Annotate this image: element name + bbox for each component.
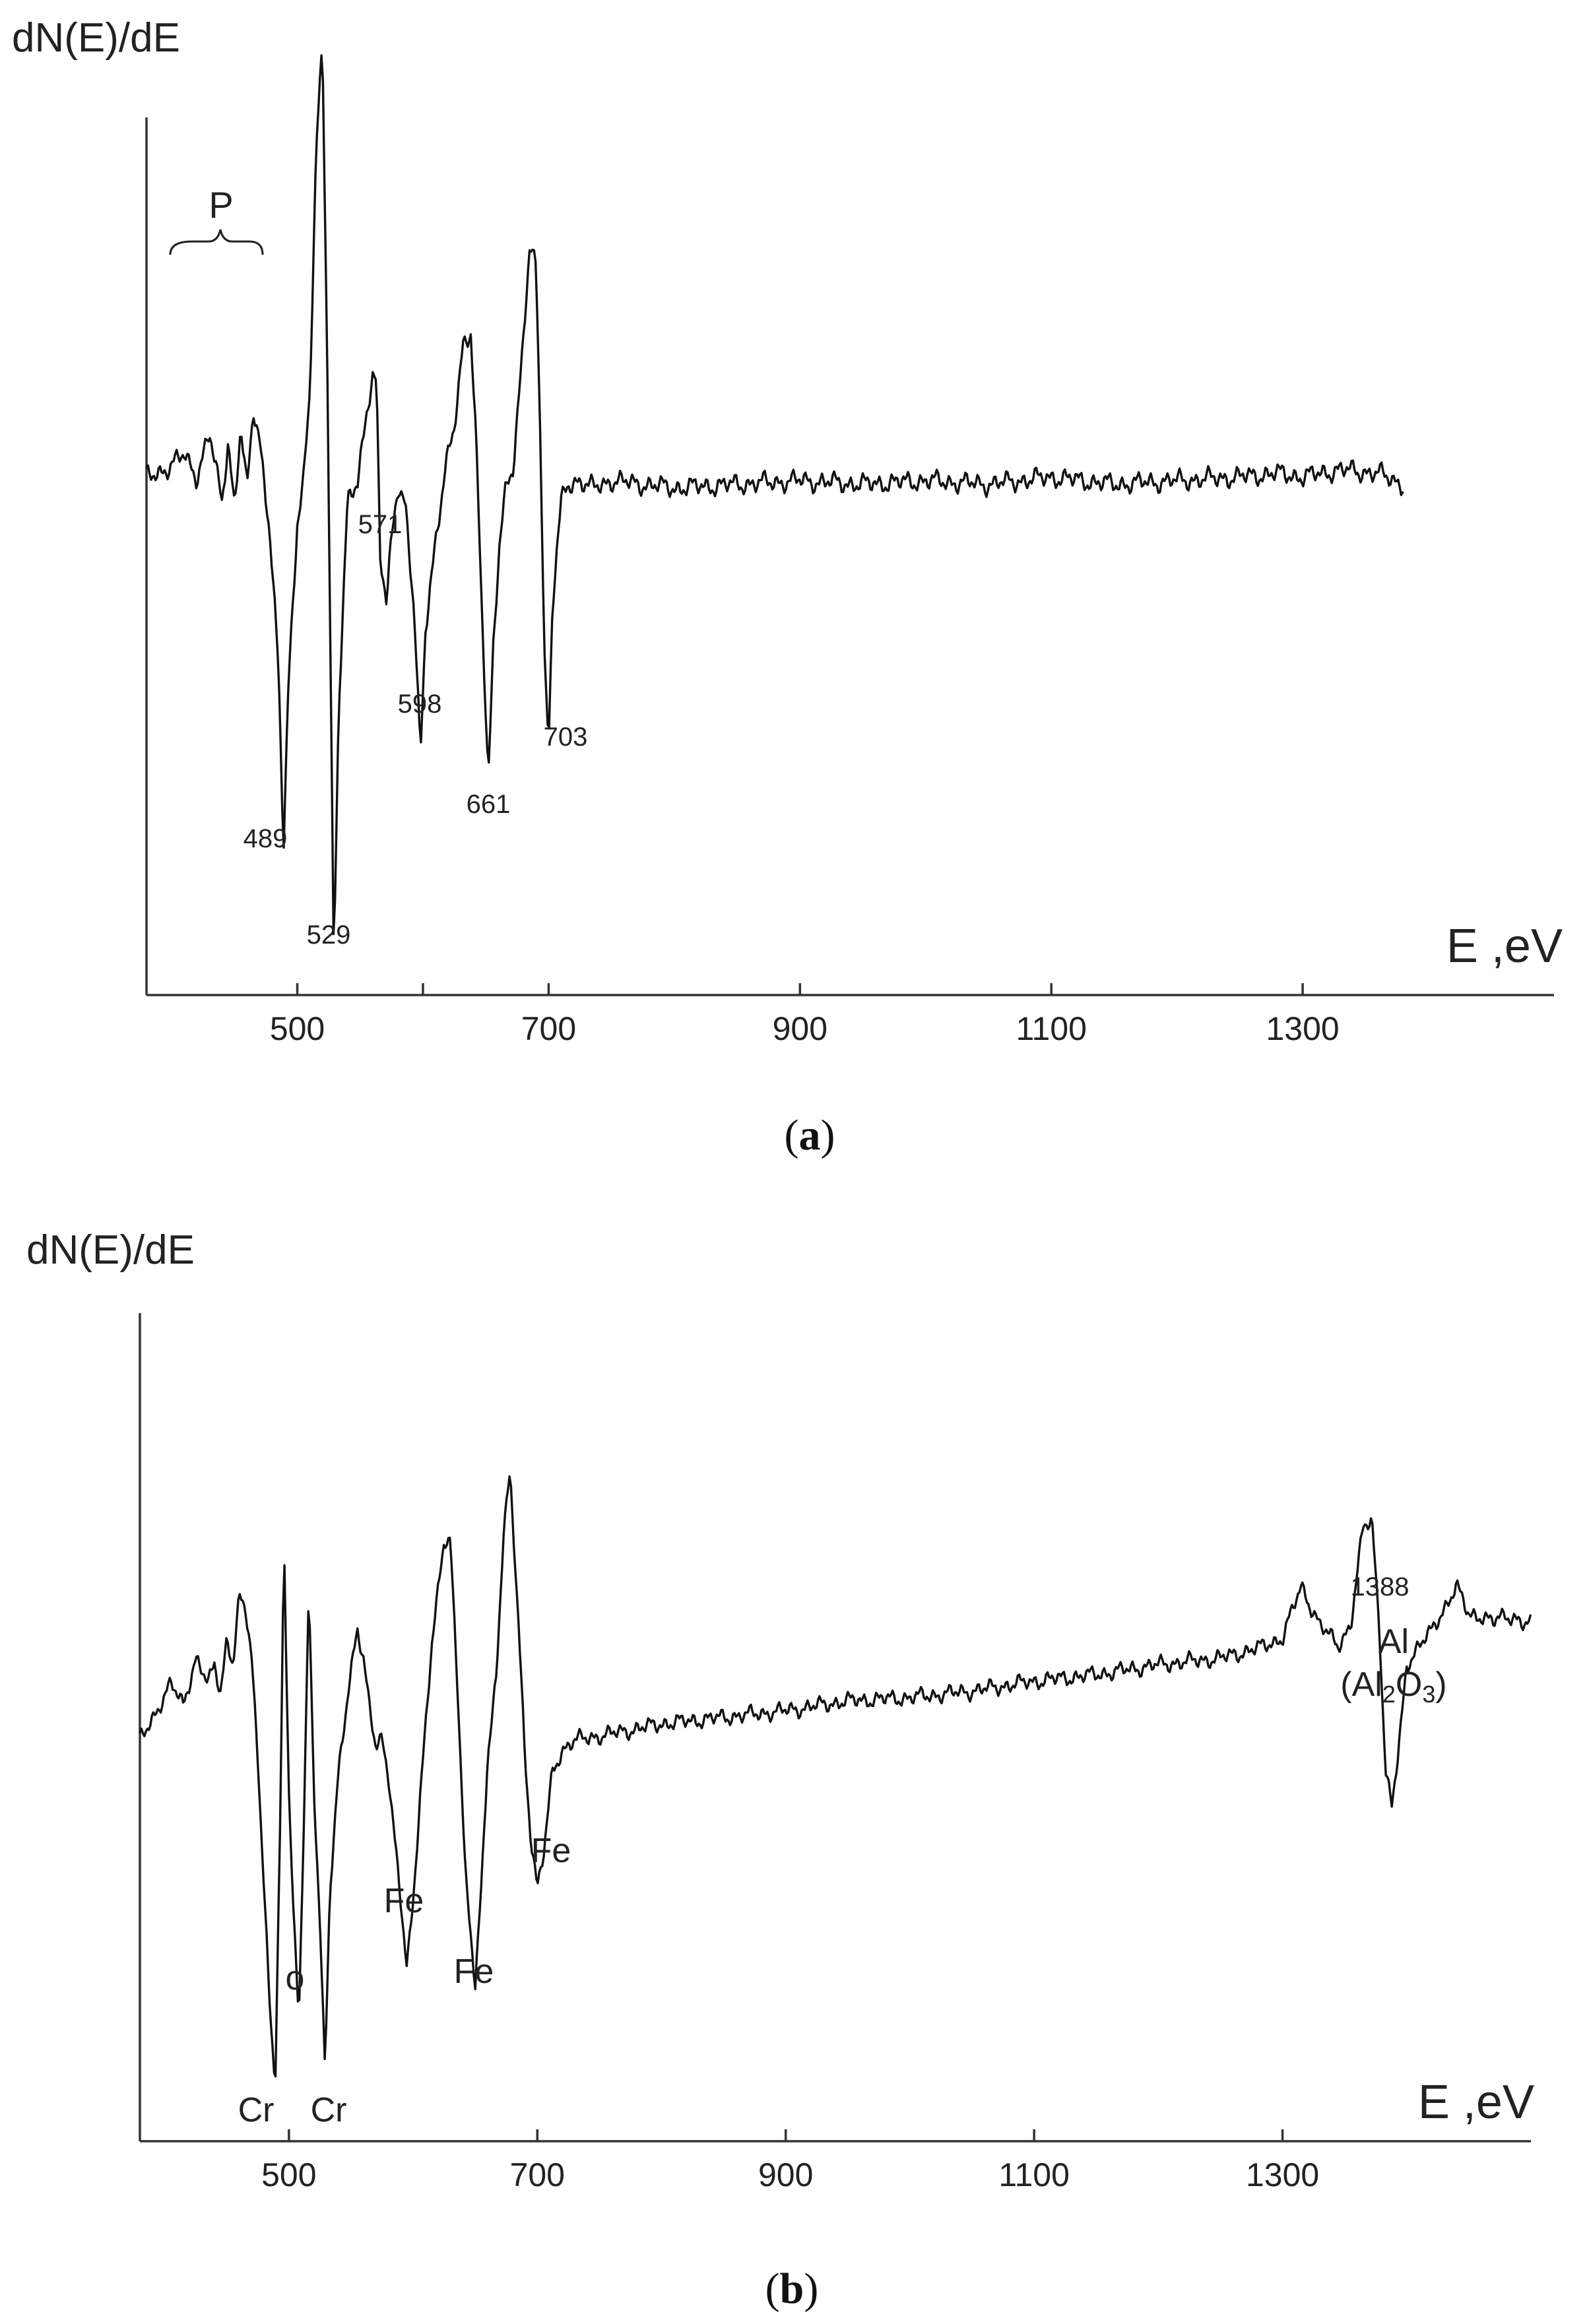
panel-b: dN(E)/dE 500 700 900 1100 1300 E ,eV Cr o Cr… (26, 1227, 1534, 2313)
fe-label-3: Fe (531, 1832, 571, 1870)
panel-b-ticks: 500 700 900 1100 1300 (261, 2129, 1319, 2193)
oxygen-label: o (286, 1959, 305, 1997)
panel-a-y-axis-label: dN(E)/dE (12, 15, 180, 61)
peak-label-703: 703 (544, 723, 588, 752)
cr-label-2: Cr (311, 2091, 347, 2129)
x-tick-label-1100: 1100 (998, 2156, 1070, 2193)
x-tick-label-500: 500 (261, 2156, 316, 2193)
x-tick-label-700: 700 (521, 1010, 576, 1047)
p-region-label: P (209, 184, 233, 226)
p-region-brace (169, 229, 264, 255)
x-tick-label-1100: 1100 (1016, 1010, 1087, 1047)
panel-a-caption: (a) (785, 1111, 835, 1159)
x-tick-label-700: 700 (510, 2156, 565, 2193)
x-tick-label-900: 900 (773, 1010, 827, 1047)
panel-b-x-axis-label: E ,eV (1418, 2076, 1534, 2129)
panel-b-caption: (b) (765, 2265, 819, 2313)
peak-label-661: 661 (467, 790, 511, 819)
panel-b-y-axis-label: dN(E)/dE (26, 1227, 195, 1273)
al-label: Al (1378, 1623, 1409, 1661)
al2o3-label: (Al2O3) (1340, 1665, 1446, 1708)
panel-a-x-axis-label: E ,eV (1446, 920, 1563, 973)
panel-a-ticks: 500 700 900 1100 1300 (270, 983, 1340, 1047)
x-tick-label-500: 500 (270, 1010, 325, 1047)
cr-label-1: Cr (238, 2091, 275, 2129)
fe-label-1: Fe (384, 1882, 424, 1920)
x-tick-label-1300: 1300 (1266, 1010, 1339, 1047)
peak-label-489: 489 (243, 824, 288, 853)
peak-label-1388: 1388 (1351, 1572, 1409, 1601)
panel-b-spectrum-line (139, 1475, 1532, 2078)
fe-label-2: Fe (454, 1953, 494, 1991)
peak-label-529: 529 (307, 920, 351, 950)
peak-label-571: 571 (358, 510, 403, 539)
panel-a-spectrum-line (145, 54, 1404, 936)
x-tick-label-900: 900 (758, 2156, 813, 2193)
peak-label-598: 598 (398, 690, 442, 719)
x-tick-label-1300: 1300 (1246, 2156, 1319, 2193)
panel-a: dN(E)/dE 500 700 900 1100 1300 E ,eV P 489 5… (12, 15, 1563, 1159)
